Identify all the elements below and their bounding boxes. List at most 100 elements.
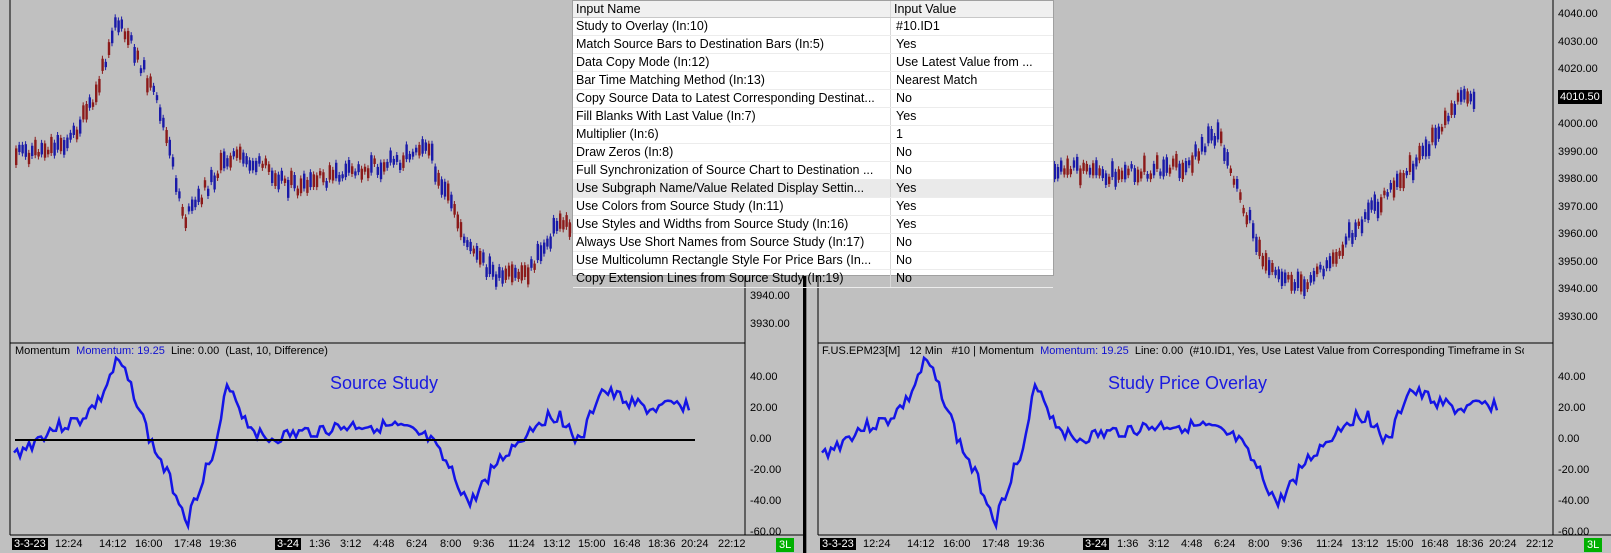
input-row[interactable]: Use Colors from Source Study (In:11) Yes	[573, 198, 1053, 216]
input-value[interactable]: #10.ID1	[896, 19, 940, 33]
price-bar	[1402, 173, 1405, 189]
price-bar	[1149, 173, 1152, 180]
input-value[interactable]: Yes	[896, 199, 917, 213]
time-axis-label: 6:24	[1214, 538, 1236, 550]
right-study-header: F.US.EPM23[M] 12 Min #10 | Momentum Mome…	[822, 345, 1524, 357]
left-chart-canvas[interactable]	[0, 0, 803, 553]
price-bar	[1364, 212, 1367, 220]
input-row[interactable]: Full Synchronization of Source Chart to …	[573, 162, 1053, 180]
price-bar	[447, 183, 450, 201]
study-inputs-table[interactable]: Input Name Input Value Study to Overlay …	[572, 0, 1054, 288]
price-axis-label: 3960.00	[1558, 228, 1598, 240]
price-bar	[1290, 274, 1293, 291]
price-bar	[507, 265, 511, 277]
price-bar	[1175, 153, 1178, 168]
price-bar	[488, 256, 491, 275]
price-bar	[347, 160, 351, 173]
input-value[interactable]: Yes	[896, 217, 917, 231]
price-bar	[469, 241, 472, 252]
source-study-label: Source Study	[330, 373, 439, 393]
price-bar	[431, 143, 434, 161]
input-row[interactable]: Match Source Bars to Destination Bars (I…	[573, 36, 1053, 54]
price-bar	[498, 266, 501, 278]
price-bar	[1172, 158, 1175, 167]
price-bar	[383, 162, 386, 172]
input-row[interactable]: Multiplier (In:6) 1	[573, 126, 1053, 144]
price-bar	[1255, 236, 1258, 252]
input-value[interactable]: Nearest Match	[896, 73, 978, 87]
time-axis-label: 20:24	[1489, 538, 1517, 550]
price-bar	[1072, 160, 1076, 168]
input-value[interactable]: Use Latest Value from ...	[896, 55, 1033, 69]
price-bar	[504, 268, 507, 280]
input-value[interactable]: No	[896, 235, 912, 249]
input-value[interactable]: 1	[896, 127, 903, 141]
price-bar	[1408, 155, 1412, 172]
price-bar	[386, 161, 389, 168]
price-bar	[1428, 144, 1431, 156]
price-bar	[351, 166, 354, 174]
input-value[interactable]: Yes	[896, 109, 917, 123]
input-name-column-header[interactable]: Input Name	[573, 1, 891, 17]
price-bar	[261, 163, 264, 168]
input-value[interactable]: No	[896, 253, 912, 267]
price-bar	[1111, 161, 1114, 178]
input-row[interactable]: Use Subgraph Name/Value Related Display …	[573, 180, 1053, 198]
price-bar	[47, 149, 50, 155]
price-bar	[511, 264, 514, 283]
price-bar	[549, 236, 552, 249]
input-value[interactable]: No	[896, 145, 912, 159]
price-bar	[181, 206, 184, 216]
price-bar	[248, 160, 251, 171]
input-row[interactable]: Fill Blanks With Last Value (In:7) Yes	[573, 108, 1053, 126]
price-bar	[1226, 152, 1229, 166]
input-row[interactable]: Copy Source Data to Latest Corresponding…	[573, 90, 1053, 108]
price-bar	[216, 173, 219, 178]
input-row[interactable]: Bar Time Matching Method (In:13) Nearest …	[573, 72, 1053, 90]
price-axis-label: 4040.00	[1558, 8, 1598, 20]
input-row[interactable]: Data Copy Mode (In:12) Use Latest Value f…	[573, 54, 1053, 72]
momentum-axis-label: -20.00	[1558, 464, 1590, 476]
input-row[interactable]: Study to Overlay (In:10) #10.ID1	[573, 18, 1053, 36]
time-axis-label: 3-3-23	[12, 538, 48, 550]
input-name: Match Source Bars to Destination Bars (I…	[573, 36, 891, 53]
input-row[interactable]: Always Use Short Names from Source Study…	[573, 234, 1053, 252]
price-bar	[319, 171, 322, 176]
time-axis-label: 17:48	[174, 538, 202, 550]
price-bar	[130, 35, 133, 41]
price-bar	[1450, 103, 1453, 116]
price-bar	[1101, 169, 1104, 179]
price-bar	[565, 215, 568, 227]
price-axis-label: 4000.00	[1558, 118, 1598, 130]
input-value[interactable]: No	[896, 91, 912, 105]
price-bar	[155, 95, 159, 101]
input-row[interactable]: Use Multicolumn Rectangle Style For Pric…	[573, 252, 1053, 270]
price-bar	[363, 166, 367, 172]
price-bar	[559, 213, 562, 229]
input-name: Use Colors from Source Study (In:11)	[573, 198, 891, 215]
input-value-column-header[interactable]: Input Value	[894, 2, 957, 16]
price-bar	[1082, 162, 1085, 171]
price-bar	[280, 170, 283, 181]
price-bar	[267, 164, 271, 172]
input-value[interactable]: Yes	[896, 181, 917, 195]
price-bar	[1351, 232, 1354, 244]
input-value[interactable]: No	[896, 271, 912, 285]
chart-divider[interactable]	[803, 0, 806, 553]
input-row[interactable]: Copy Extension Lines from Source Study (…	[573, 270, 1053, 288]
input-value[interactable]: No	[896, 163, 912, 177]
time-axis-label: 12:24	[863, 538, 891, 550]
price-bar	[1360, 219, 1364, 234]
price-bar	[1277, 269, 1280, 280]
input-value[interactable]: Yes	[896, 37, 917, 51]
price-bar	[309, 172, 312, 188]
price-bar	[373, 158, 376, 164]
price-bar	[1383, 190, 1386, 196]
input-row[interactable]: Draw Zeros (In:8) No	[573, 144, 1053, 162]
price-bar	[239, 146, 242, 160]
input-row[interactable]: Use Styles and Widths from Source Study …	[573, 216, 1053, 234]
time-axis-label: 15:00	[578, 538, 606, 550]
price-bar	[1293, 282, 1296, 291]
price-bar	[395, 155, 399, 162]
price-bar	[453, 204, 456, 215]
